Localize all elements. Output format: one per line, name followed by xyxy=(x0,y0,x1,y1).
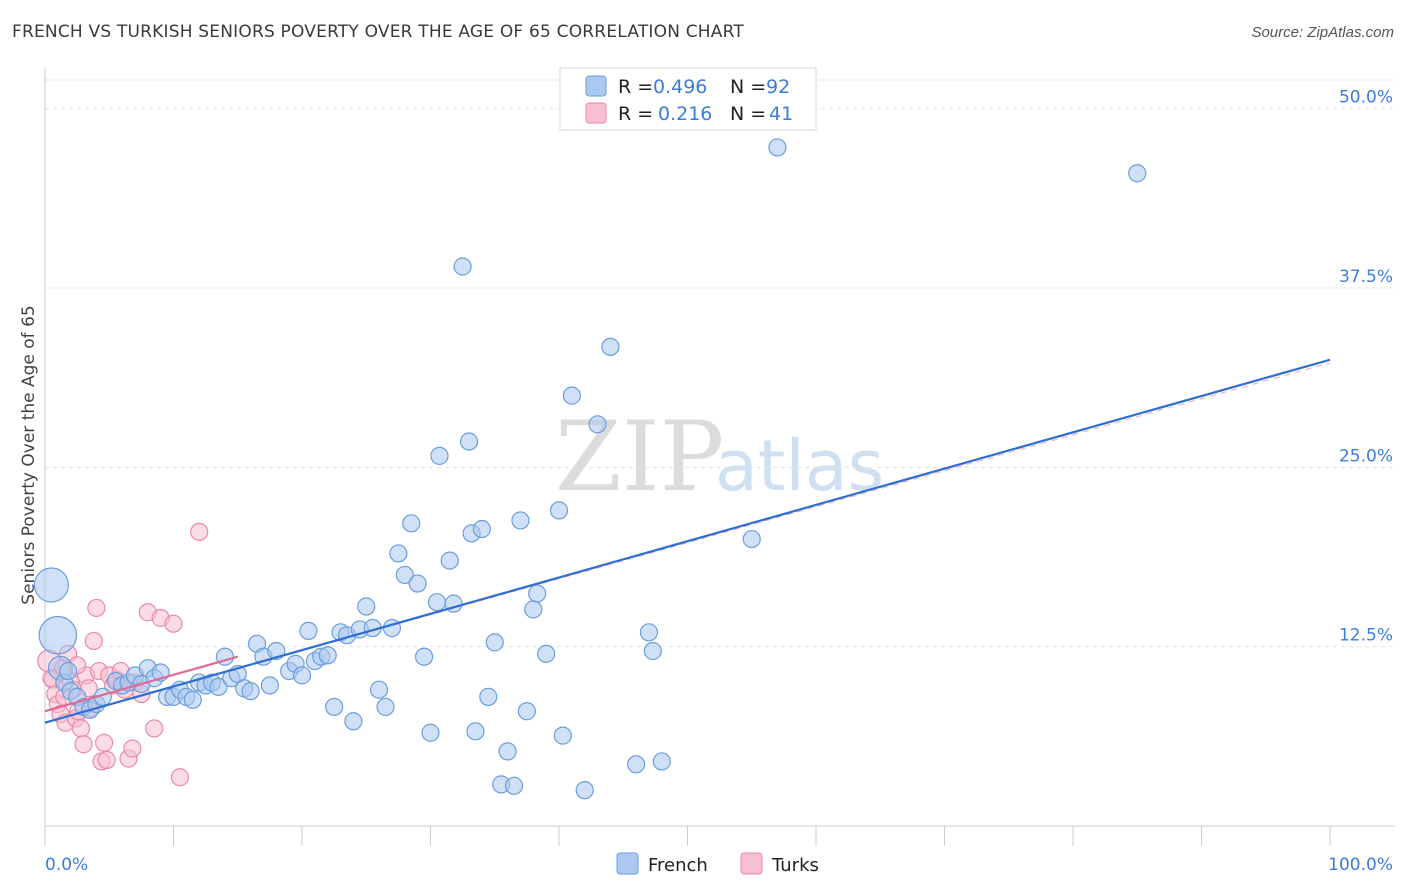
gridlines xyxy=(45,79,1395,648)
legend-top: R = 0.496 N = 92 R = 0.216 N = 41 xyxy=(559,67,817,131)
watermark-zip: ZIP xyxy=(555,401,724,513)
axes xyxy=(44,68,1395,846)
data-point-french xyxy=(183,690,202,709)
data-point-french xyxy=(389,544,408,563)
y-tick-label: 25.0% xyxy=(1339,446,1393,466)
data-point-french xyxy=(59,661,78,681)
trend-line-turks xyxy=(44,655,239,713)
watermark-atlas: atlas xyxy=(715,425,884,507)
data-point-turks xyxy=(97,750,116,770)
data-point-french xyxy=(562,386,581,405)
y-tick-label: 12.5% xyxy=(1339,626,1393,646)
data-point-french xyxy=(414,647,434,666)
data-point-french xyxy=(318,646,337,665)
legend-n-label: N = xyxy=(730,76,766,98)
data-point-french xyxy=(440,551,459,570)
legend-r-label: R = xyxy=(618,76,653,98)
legend-n-label-2: N = xyxy=(730,103,766,125)
data-point-turks xyxy=(145,719,164,738)
legend-bottom-swatch-turks xyxy=(740,852,763,875)
legend-bottom-label-turks: Turks xyxy=(771,855,819,876)
legend-n-turks: 41 xyxy=(769,103,793,125)
data-point-french xyxy=(402,514,421,533)
data-point-french xyxy=(528,584,547,603)
data-point-french xyxy=(472,519,491,539)
data-point-french xyxy=(643,641,662,661)
data-point-french xyxy=(299,621,318,640)
data-point-french xyxy=(575,781,594,800)
legend-n-french: 92 xyxy=(766,76,790,98)
legend-bottom: French Turks xyxy=(616,852,819,876)
x-tick-label: 0.0% xyxy=(45,855,88,875)
y-axis-label: Seniors Poverty Over the Age of 65 xyxy=(19,305,39,604)
data-point-french xyxy=(601,337,620,356)
legend-r-french: 0.496 xyxy=(653,76,707,98)
data-point-french xyxy=(742,529,761,549)
legend-swatch-turks xyxy=(585,102,607,124)
data-point-turks xyxy=(164,614,183,633)
chart-title: FRENCH VS TURKISH SENIORS POVERTY OVER T… xyxy=(12,22,744,42)
data-point-french xyxy=(511,511,530,530)
data-point-turks xyxy=(87,598,106,618)
data-point-turks xyxy=(170,768,190,787)
legend-bottom-swatch-french xyxy=(616,852,639,875)
data-point-french xyxy=(626,755,646,774)
watermark: ZIP atlas xyxy=(555,401,884,513)
data-point-french xyxy=(453,257,472,276)
data-point-french xyxy=(768,138,787,157)
data-point-french xyxy=(537,644,556,663)
data-point-turks xyxy=(71,719,91,738)
trend-lines xyxy=(44,358,1331,724)
y-tick-label: 37.5% xyxy=(1339,267,1393,287)
data-point-french xyxy=(459,432,479,451)
data-point-french xyxy=(421,723,440,742)
legend-r-label-2: R = xyxy=(618,103,653,125)
legend-r-turks: 0.216 xyxy=(658,103,712,125)
data-point-french xyxy=(370,680,389,699)
source-label: Source: ZipAtlas.com xyxy=(1251,24,1394,41)
data-point-french xyxy=(408,574,427,593)
legend-swatch-french xyxy=(585,75,607,97)
data-point-french xyxy=(504,776,524,795)
series-turks xyxy=(37,522,209,787)
data-point-french xyxy=(479,687,498,706)
data-point-french xyxy=(260,676,279,695)
data-point-french xyxy=(395,565,414,585)
data-point-french xyxy=(427,593,447,612)
data-point-turks xyxy=(95,733,114,752)
data-point-turks xyxy=(123,739,142,758)
data-point-french xyxy=(357,597,376,616)
data-point-french xyxy=(292,666,312,685)
tick-labels: 12.5% 25.0% 37.5% 50.0% 0.0% 100.0% xyxy=(45,88,1393,875)
data-point-french xyxy=(325,697,344,717)
data-point-french xyxy=(524,600,543,619)
data-point-french xyxy=(241,682,260,701)
data-point-french xyxy=(517,702,536,721)
data-point-turks xyxy=(84,631,103,651)
data-point-french xyxy=(652,752,671,771)
data-point-turks xyxy=(74,735,93,754)
data-point-french xyxy=(639,623,659,642)
data-point-french xyxy=(588,415,607,434)
trend-line-french xyxy=(44,358,1331,724)
data-point-french xyxy=(33,567,70,603)
data-point-french xyxy=(498,742,517,761)
data-point-french xyxy=(466,722,485,741)
y-tick-label: 50.0% xyxy=(1339,88,1393,108)
legend-bottom-label-french: French xyxy=(648,855,708,876)
data-point-french xyxy=(344,712,363,731)
data-point-french xyxy=(430,446,449,465)
data-point-french xyxy=(553,726,572,745)
data-point-french xyxy=(209,677,228,696)
data-point-french xyxy=(376,697,395,717)
x-tick-label: 100.0% xyxy=(1328,855,1393,875)
data-point-french xyxy=(549,501,569,520)
data-point-french xyxy=(38,615,78,655)
data-point-french xyxy=(485,633,504,652)
data-point-turks xyxy=(190,522,209,542)
data-point-french xyxy=(1128,164,1147,183)
